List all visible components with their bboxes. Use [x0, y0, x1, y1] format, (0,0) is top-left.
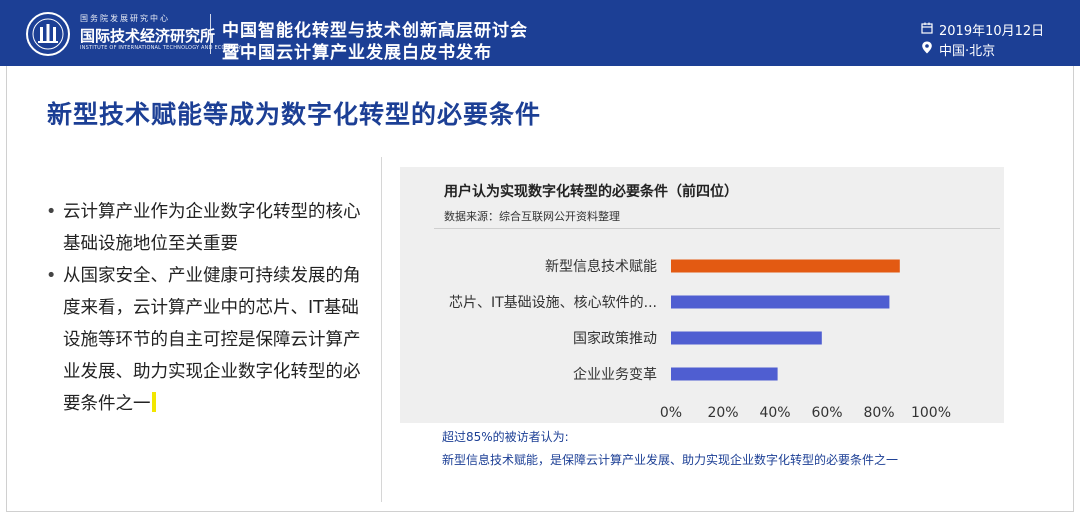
chart-source: 数据来源：综合互联网公开资料整理 — [444, 210, 620, 223]
x-tick-label: 60% — [811, 405, 842, 421]
frame-right-border — [1073, 66, 1074, 512]
category-label: 新型信息技术赋能 — [545, 258, 657, 275]
page-title: 新型技术赋能等成为数字化转型的必要条件 — [47, 100, 542, 129]
x-tick-label: 40% — [759, 405, 790, 421]
chart-title: 用户认为实现数字化转型的必要条件（前四位） — [444, 184, 738, 200]
bullet-item: 从国家安全、产业健康可持续发展的角度来看，云计算产业中的芯片、IT基础设施等环节… — [40, 260, 375, 420]
location-pin-icon — [921, 41, 933, 58]
org-name: 国际技术经济研究所 — [80, 27, 216, 45]
date-row: 2019年10月12日 — [921, 20, 1044, 39]
column-divider — [381, 157, 382, 502]
category-label: 国家政策推动 — [573, 330, 657, 347]
category-label: 芯片、IT基础设施、核心软件的... — [449, 294, 657, 311]
note-line2: 新型信息技术赋能，是保障云计算产业发展、助力实现企业数字化转型的必要条件之一 — [442, 453, 899, 467]
header-divider — [210, 14, 211, 54]
x-tick-label: 80% — [863, 405, 894, 421]
org-parent-name: 国务院发展研究中心 — [80, 14, 170, 23]
note-line1: 超过85%的被访者认为: — [442, 430, 569, 444]
bullet-text: 云计算产业作为企业数字化转型的核心基础设施地位至关重要 — [63, 202, 361, 254]
x-tick-label: 0% — [660, 405, 682, 421]
x-tick-label: 20% — [707, 405, 738, 421]
bullet-list: 云计算产业作为企业数字化转型的核心基础设施地位至关重要 从国家安全、产业健康可持… — [40, 196, 375, 420]
event-date: 2019年10月12日 — [939, 24, 1045, 39]
bullet-item: 云计算产业作为企业数字化转型的核心基础设施地位至关重要 — [40, 196, 375, 260]
frame-bottom-border — [6, 511, 1074, 512]
calendar-icon — [921, 22, 933, 38]
frame-left-border — [6, 66, 7, 512]
bar — [671, 367, 778, 381]
chart-title-rule — [434, 228, 1000, 229]
institute-logo-icon — [26, 12, 70, 56]
x-tick-label: 100% — [911, 405, 951, 421]
bullet-text: 从国家安全、产业健康可持续发展的角度来看，云计算产业中的芯片、IT基础设施等环节… — [63, 266, 361, 414]
bar — [671, 331, 822, 345]
chart-panel: 用户认为实现数字化转型的必要条件（前四位） 数据来源：综合互联网公开资料整理 新… — [400, 167, 1004, 423]
conference-title-line1: 中国智能化转型与技术创新高层研讨会 — [222, 21, 528, 41]
location-row: 中国·北京 — [921, 40, 995, 59]
conference-title-line2: 暨中国云计算产业发展白皮书发布 — [222, 43, 492, 63]
bar — [671, 295, 890, 309]
org-english-name: INSTITUTE OF INTERNATIONAL TECHNOLOGY AN… — [80, 45, 242, 51]
bar — [671, 259, 900, 273]
category-label: 企业业务变革 — [573, 366, 657, 383]
text-cursor-highlight — [151, 392, 156, 412]
event-location: 中国·北京 — [939, 44, 996, 59]
header-bar: 国务院发展研究中心 国际技术经济研究所 INSTITUTE OF INTERNA… — [0, 0, 1080, 66]
